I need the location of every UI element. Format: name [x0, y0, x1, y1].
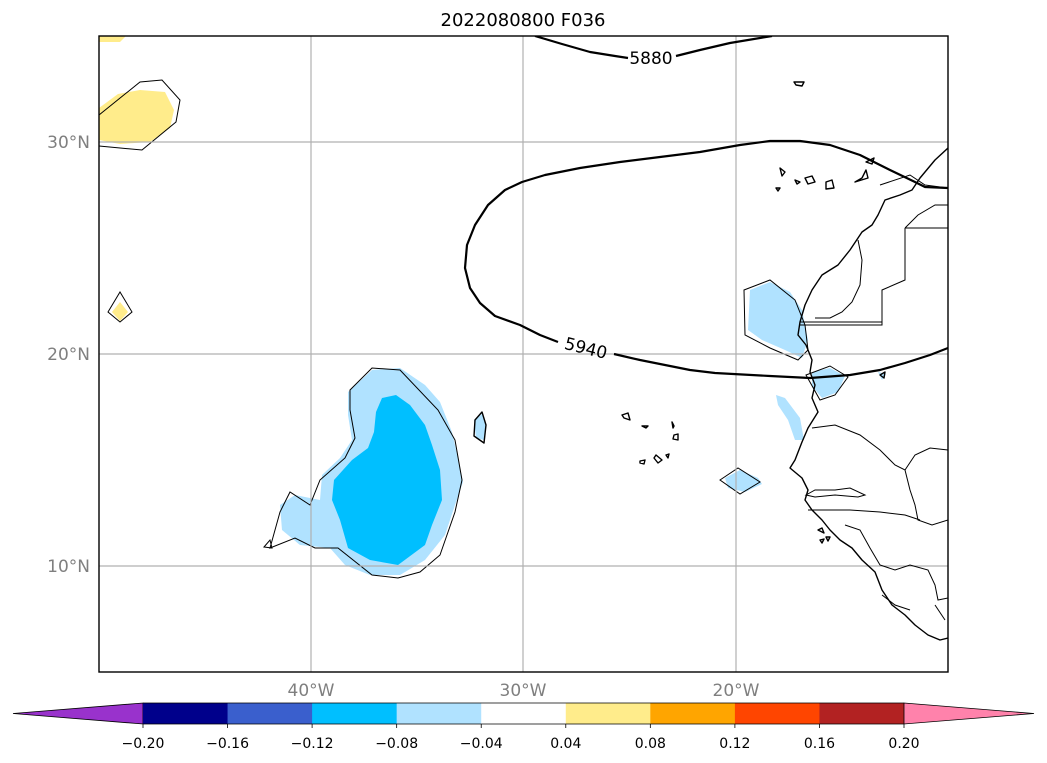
lat-label-30n: 30°N	[47, 133, 90, 153]
colorbar: −0.20 −0.16 −0.12 −0.08 −0.04 0.04 0.08 0.12 0.1…	[12, 702, 1035, 752]
lon-label-20w: 20°W	[713, 681, 760, 701]
graticule	[99, 36, 948, 672]
colorbar-segment	[396, 703, 482, 724]
contour-5880	[534, 36, 773, 60]
colorbar-segment	[650, 703, 736, 724]
colorbar-tick-label: −0.04	[460, 736, 503, 752]
negative-anomaly-shading	[474, 414, 486, 440]
colorbar-segment	[734, 703, 820, 724]
lon-label-30w: 30°W	[500, 681, 547, 701]
contour-label-5880: 5880	[629, 49, 672, 69]
colorbar-tick-label: −0.08	[375, 736, 418, 752]
positive-anomaly-shading	[99, 36, 126, 42]
colorbar-segment	[819, 703, 905, 724]
lat-label-20n: 20°N	[47, 345, 90, 365]
negative-anomaly-core	[332, 395, 442, 565]
negative-anomaly-shading	[748, 282, 808, 358]
coastlines	[263, 81, 948, 641]
negative-anomaly-shading	[776, 395, 804, 440]
colorbar-tick-label: 0.08	[635, 736, 666, 752]
colorbar-tick-label: 0.16	[804, 736, 835, 752]
colorbar-tick-label: 0.12	[719, 736, 750, 752]
colorbar-frame	[143, 702, 904, 725]
colorbar-tick-label: 0.04	[550, 736, 581, 752]
colorbar-tick-label: −0.12	[291, 736, 334, 752]
map-frame	[98, 35, 949, 673]
lat-label-10n: 10°N	[47, 557, 90, 577]
positive-anomaly-shading	[112, 302, 128, 321]
colorbar-segment	[143, 703, 229, 724]
colorbar-segment	[312, 703, 398, 724]
colorbar-segment	[565, 703, 651, 724]
colorbar-tick-label: 0.20	[888, 736, 919, 752]
map-area	[99, 36, 948, 672]
colorbar-extend-min	[12, 702, 144, 725]
contour-5940	[463, 139, 948, 380]
contour-label-5940: 5940	[562, 334, 609, 364]
lon-label-40w: 40°W	[288, 681, 335, 701]
colorbar-segment	[481, 703, 567, 724]
positive-anomaly-shading	[99, 90, 174, 144]
map-title: 2022080800 F036	[441, 10, 606, 31]
colorbar-segment	[227, 703, 313, 724]
colorbar-tick-label: −0.20	[122, 736, 165, 752]
colorbar-tick-label: −0.16	[206, 736, 249, 752]
colorbar-extend-max	[903, 702, 1035, 725]
